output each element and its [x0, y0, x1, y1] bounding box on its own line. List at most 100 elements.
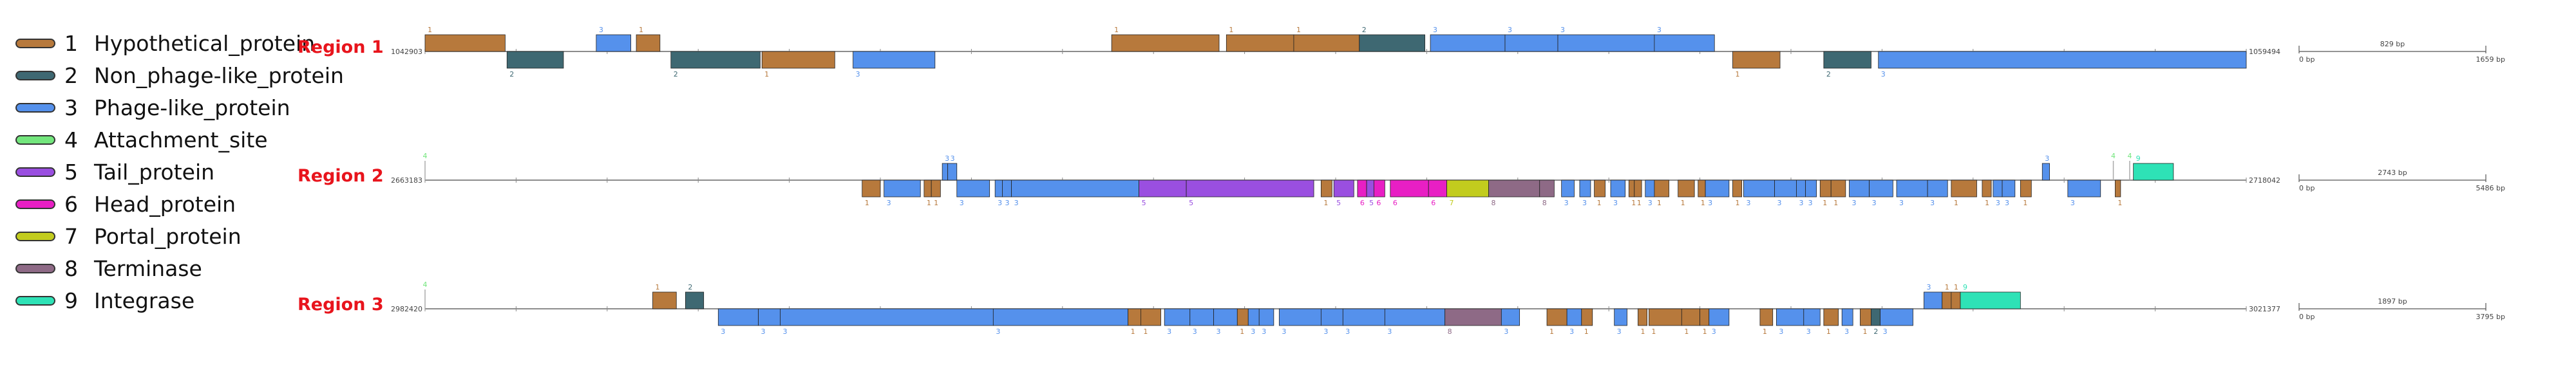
legend-label: Non_phage-like_protein	[94, 63, 344, 88]
gene-type-label: 3	[1387, 327, 1392, 336]
legend-number: 5	[64, 160, 78, 185]
gene-box	[1628, 179, 1635, 198]
gene-box	[1186, 179, 1314, 198]
gene-type-label: 2	[1362, 26, 1367, 34]
gene-box	[923, 179, 932, 198]
gene-type-label: 1	[1651, 327, 1656, 336]
gene-type-label: 6	[1431, 199, 1435, 207]
gene-type-label: 5	[1336, 199, 1341, 207]
gene-box	[1951, 291, 1961, 309]
gene-type-label: 3	[2070, 199, 2075, 207]
gene-type-label: 1	[934, 199, 938, 207]
gene-box	[1649, 308, 1682, 326]
gene-box	[1849, 179, 1870, 198]
gene-type-label: 3	[721, 327, 725, 336]
gene-box	[2020, 179, 2032, 198]
gene-type-label: 9	[1963, 283, 1967, 291]
gene-box	[1830, 179, 1846, 198]
gene-box	[1320, 308, 1343, 326]
gene-box	[1566, 308, 1582, 326]
gene-type-label: 1	[1131, 327, 1135, 336]
legend-number: 6	[64, 192, 78, 217]
gene-box	[1504, 34, 1558, 52]
gene-type-label: 1	[1549, 327, 1554, 336]
legend-item: 4 Attachment_site	[14, 127, 291, 153]
gene-box	[1681, 308, 1701, 326]
gene-box	[1428, 179, 1447, 198]
gene-box	[1678, 179, 1695, 198]
gene-type-label: 5	[1369, 199, 1374, 207]
gene-type-label: 9	[2136, 154, 2141, 163]
gene-box	[1247, 308, 1260, 326]
gene-type-label: 3	[1881, 70, 1886, 78]
gene-type-label: 3	[1806, 327, 1811, 336]
legend-item: 2 Non_phage-like_protein	[14, 63, 344, 89]
legend-number: 4	[64, 127, 78, 152]
legend-swatch	[15, 264, 55, 273]
gene-box	[1002, 179, 1012, 198]
gene-box	[670, 51, 761, 69]
gene-box	[636, 34, 661, 52]
gene-box	[1141, 308, 1161, 326]
legend-swatch	[15, 199, 55, 209]
gene-box	[1743, 179, 1775, 198]
gene-box	[1927, 179, 1948, 198]
gene-type-label: 1	[1640, 327, 1645, 336]
gene-box	[1320, 179, 1332, 198]
gene-type-label: 1	[2117, 199, 2122, 207]
gene-box	[942, 163, 949, 181]
legend-item: 9 Integrase	[14, 288, 291, 314]
gene-type-label: 3	[960, 199, 964, 207]
gene-box	[1359, 34, 1425, 52]
gene-type-label: 3	[1582, 199, 1587, 207]
gene-box	[1501, 308, 1520, 326]
gene-box	[1128, 308, 1141, 326]
gene-type-label: 6	[1376, 199, 1381, 207]
gene-box	[1539, 179, 1555, 198]
gene-box	[1942, 291, 1952, 309]
gene-box	[956, 179, 990, 198]
legend-swatch	[15, 103, 55, 113]
gene-type-label: 1	[1637, 199, 1642, 207]
scale-bar-start-label: 0 bp	[2299, 313, 2315, 321]
gene-type-label: 2	[509, 70, 514, 78]
gene-type-label: 1	[1229, 26, 1233, 34]
gene-type-label: 1	[1240, 327, 1244, 336]
gene-type-label: 1	[1584, 327, 1589, 336]
legend-number: 7	[64, 224, 78, 249]
legend-label: Hypothetical_protein	[94, 31, 316, 56]
legend-swatch	[15, 296, 55, 306]
gene-type-label: 8	[1448, 327, 1452, 336]
gene-box	[1819, 179, 1832, 198]
scale-bar-end-label: 1659 bp	[2476, 55, 2505, 64]
gene-box	[1293, 34, 1360, 52]
gene-box	[1446, 179, 1489, 198]
gene-type-label: 3	[1779, 327, 1783, 336]
gene-type-label: 1	[1323, 199, 1328, 207]
region-title: Region 2	[298, 166, 384, 186]
gene-box	[1258, 308, 1274, 326]
gene-box	[2041, 163, 2050, 181]
gene-box	[1951, 179, 1977, 198]
gene-type-label: 3	[1560, 26, 1565, 34]
legend-label: Attachment_site	[94, 127, 268, 152]
gene-type-label: 3	[1899, 199, 1904, 207]
gene-type-label: 8	[1492, 199, 1496, 207]
gene-type-label: 3	[1844, 327, 1849, 336]
gene-box	[994, 179, 1003, 198]
gene-type-label: 1	[639, 26, 643, 34]
legend-item: 3 Phage-like_protein	[14, 95, 291, 121]
gene-type-label: 3	[1564, 199, 1569, 207]
legend-item: 7 Portal_protein	[14, 224, 291, 250]
gene-box	[1993, 179, 2003, 198]
region-start-coordinate: 1042903	[391, 48, 422, 56]
gene-type-label: 3	[945, 154, 949, 163]
gene-type-label: 3	[996, 327, 1000, 336]
gene-box	[1759, 308, 1774, 326]
gene-box	[1444, 308, 1502, 326]
scale-bar-midpoint-label: 1897 bp	[2378, 297, 2407, 306]
gene-type-label: 5	[1189, 199, 1193, 207]
gene-box	[1579, 179, 1591, 198]
gene-box	[1384, 308, 1446, 326]
legend-swatch	[15, 232, 55, 241]
